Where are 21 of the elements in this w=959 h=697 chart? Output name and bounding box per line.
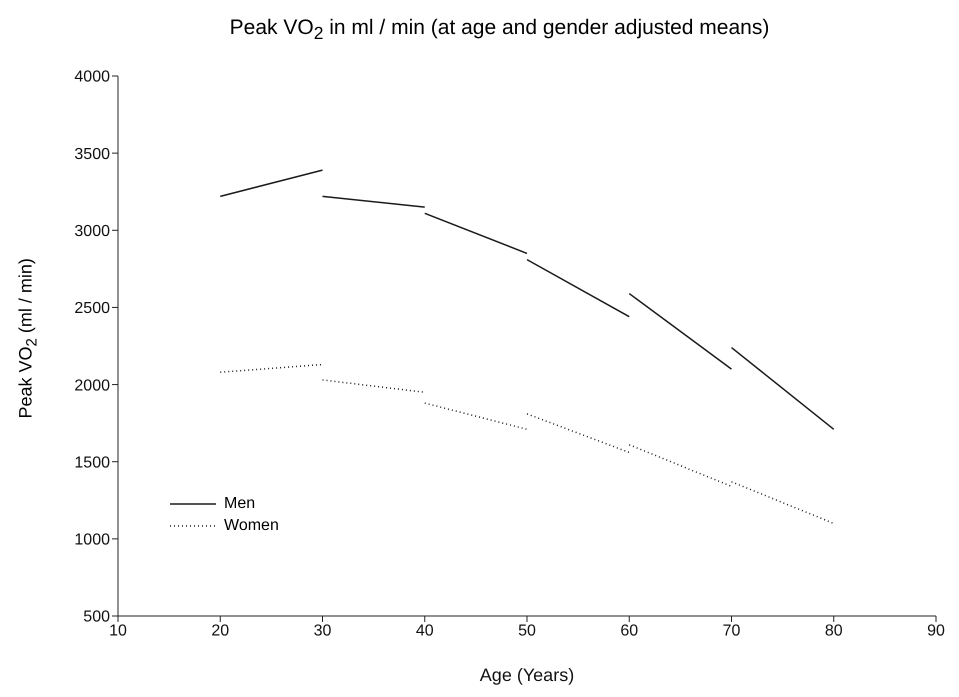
x-tick-label: 80 (824, 622, 843, 640)
y-tick-label: 2500 (74, 300, 110, 318)
legend-label: Women (224, 517, 279, 535)
y-tick-label: 4000 (74, 68, 110, 86)
y-tick-label: 3000 (74, 222, 110, 240)
x-tick-label: 40 (416, 622, 434, 640)
x-tick-label: 20 (211, 622, 230, 640)
y-tick-label: 1000 (74, 532, 110, 549)
x-tick-label: 60 (620, 622, 638, 640)
x-axis-title: Age (Years) (480, 665, 574, 685)
y-tick-label: 500 (83, 608, 110, 626)
x-tick-label: 30 (314, 622, 332, 640)
legend-label: Men (224, 495, 256, 513)
x-tick-label: 90 (927, 622, 945, 640)
y-tick-label: 3500 (74, 146, 110, 163)
x-tick-label: 70 (722, 622, 740, 640)
x-tick-label: 50 (518, 622, 536, 640)
y-tick-label: 2000 (74, 377, 110, 394)
x-tick-label: 10 (109, 622, 127, 640)
chart-title: Peak VO$_{2}$ in ml / min (at age and gender adjusted means) (228, 15, 770, 46)
y-tick-label: 1500 (74, 454, 110, 472)
